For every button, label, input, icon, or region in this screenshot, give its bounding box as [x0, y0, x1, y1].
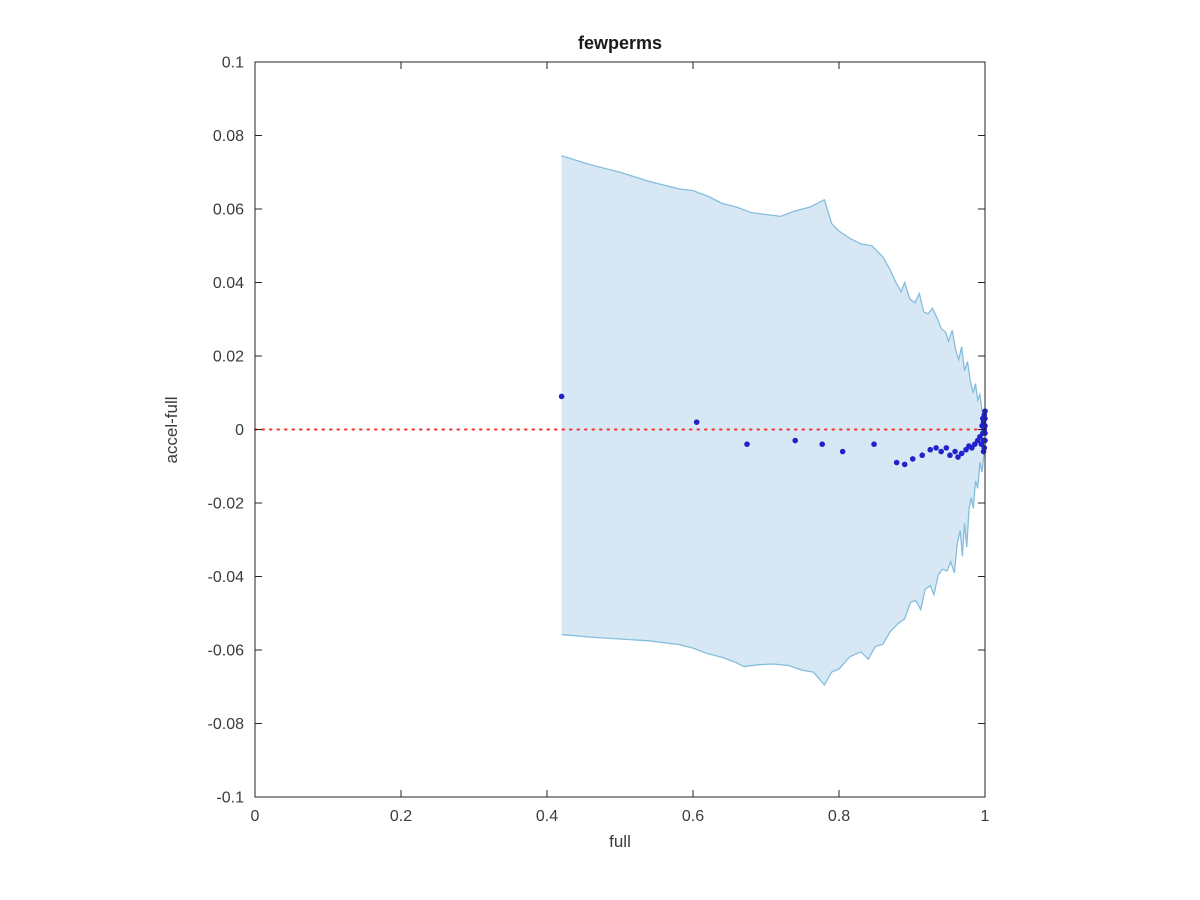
y-tick-label: 0.06 [213, 202, 244, 219]
y-tick-label: -0.1 [216, 790, 244, 807]
x-tick-label: 0.6 [682, 808, 704, 825]
data-point [792, 437, 798, 444]
data-point [933, 445, 939, 451]
data-point [744, 441, 750, 448]
data-point [839, 448, 846, 455]
y-tick-label: -0.06 [208, 643, 245, 660]
data-point [819, 441, 826, 448]
y-tick-label: -0.02 [208, 496, 245, 513]
y-tick-label: -0.04 [208, 569, 245, 586]
x-tick-label: 1 [981, 808, 990, 825]
data-point [947, 452, 953, 459]
data-point [871, 441, 877, 448]
x-tick-label: 0 [251, 808, 260, 825]
data-point [943, 445, 950, 451]
y-tick-label: 0.04 [213, 275, 244, 292]
data-point [952, 448, 958, 455]
data-point [955, 454, 961, 460]
data-point [958, 450, 965, 457]
y-tick-label: 0.1 [222, 55, 244, 72]
data-point [919, 452, 926, 459]
data-point [927, 446, 934, 453]
y-tick-label: 0.08 [213, 128, 244, 145]
x-tick-label: 0.4 [536, 808, 558, 825]
y-axis-label: accel-full [162, 396, 181, 464]
confidence-band [561, 155, 985, 685]
data-point [938, 448, 944, 455]
data-point [901, 461, 908, 468]
data-point [909, 456, 916, 462]
data-point [893, 459, 900, 466]
chart-title: fewperms [577, 33, 663, 53]
x-tick-label: 0.8 [828, 808, 850, 825]
y-tick-label: 0.02 [213, 349, 244, 366]
y-tick-label: 0 [235, 422, 244, 439]
y-tick-label: -0.08 [208, 716, 245, 733]
data-point [693, 419, 700, 425]
x-tick-label: 0.2 [390, 808, 412, 825]
data-point [558, 393, 565, 400]
x-axis-label: full [609, 832, 631, 851]
band-lower-edge [561, 444, 986, 687]
band-upper-edge [561, 155, 986, 419]
